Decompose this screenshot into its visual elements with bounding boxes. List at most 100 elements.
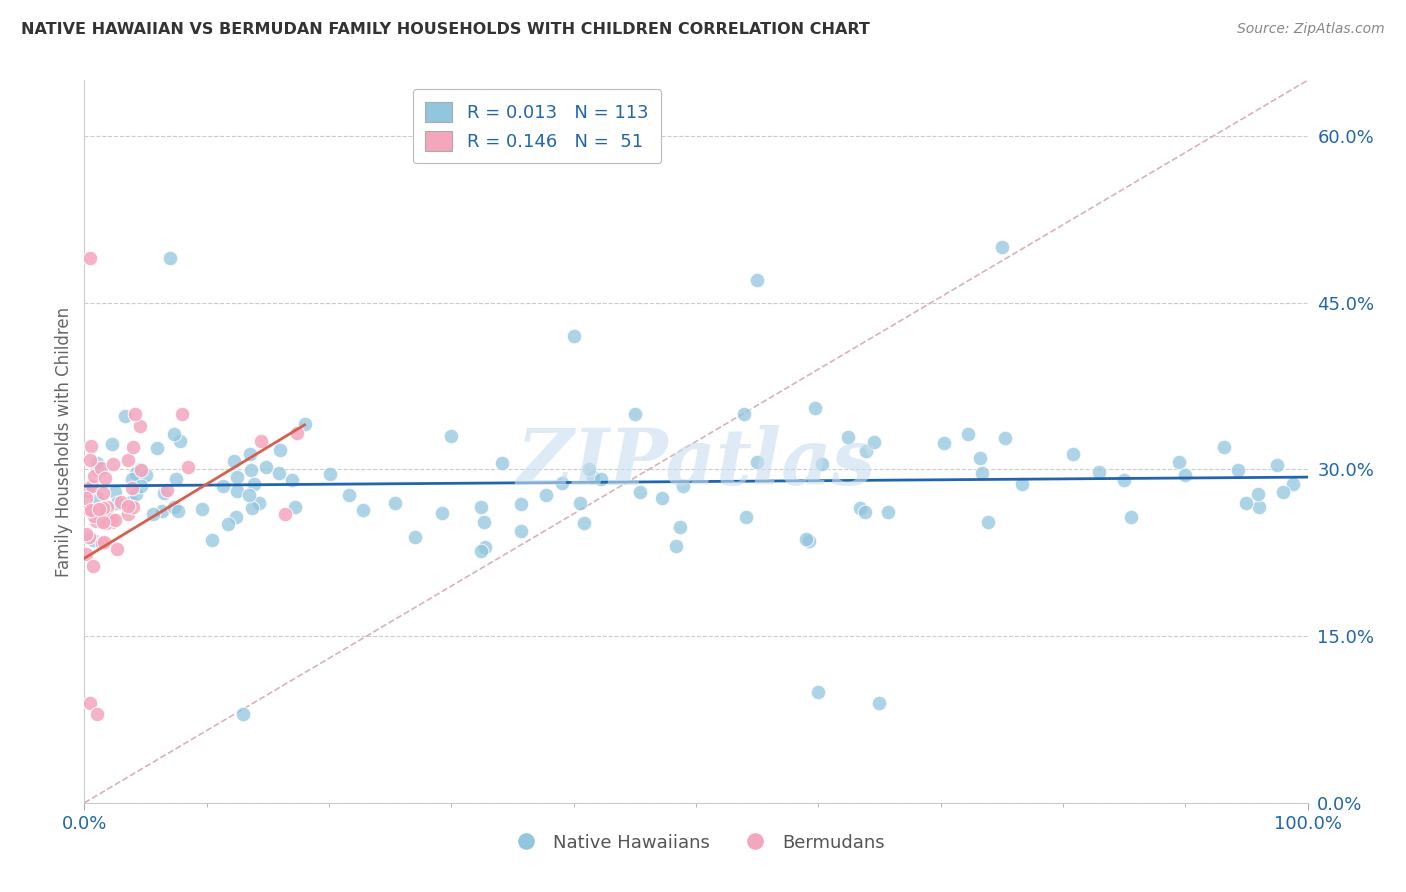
Point	[440, 429, 463, 443]
Point	[509, 524, 531, 538]
Point	[562, 329, 585, 343]
Point	[1281, 477, 1303, 491]
Point	[135, 468, 157, 483]
Point	[105, 496, 128, 510]
Point	[79, 251, 101, 265]
Point	[837, 430, 859, 444]
Point	[1011, 477, 1033, 491]
Point	[129, 479, 152, 493]
Point	[80, 503, 103, 517]
Point	[274, 507, 297, 521]
Point	[352, 502, 374, 516]
Point	[1247, 487, 1270, 501]
Point	[232, 706, 254, 721]
Point	[165, 471, 187, 485]
Point	[121, 481, 143, 495]
Point	[869, 696, 891, 710]
Point	[98, 513, 121, 527]
Point	[75, 527, 97, 541]
Point	[86, 462, 108, 476]
Point	[90, 461, 112, 475]
Point	[146, 442, 169, 456]
Point	[474, 540, 496, 554]
Point	[105, 542, 128, 557]
Point	[169, 434, 191, 448]
Text: NATIVE HAWAIIAN VS BERMUDAN FAMILY HOUSEHOLDS WITH CHILDREN CORRELATION CHART: NATIVE HAWAIIAN VS BERMUDAN FAMILY HOUSE…	[21, 22, 870, 37]
Point	[80, 439, 103, 453]
Point	[799, 533, 821, 548]
Point	[1168, 455, 1191, 469]
Point	[668, 520, 690, 534]
Point	[163, 500, 186, 515]
Point	[1062, 447, 1084, 461]
Point	[104, 513, 127, 527]
Point	[337, 488, 360, 502]
Point	[491, 456, 513, 470]
Point	[86, 706, 108, 721]
Point	[970, 466, 993, 480]
Point	[536, 488, 558, 502]
Point	[117, 508, 139, 522]
Point	[1119, 510, 1142, 524]
Point	[863, 435, 886, 450]
Point	[628, 485, 651, 500]
Point	[665, 539, 688, 553]
Point	[79, 453, 101, 467]
Point	[75, 491, 97, 506]
Point	[318, 467, 340, 481]
Point	[243, 477, 266, 491]
Point	[853, 505, 876, 519]
Point	[211, 479, 233, 493]
Point	[128, 462, 150, 476]
Point	[651, 491, 673, 505]
Point	[225, 483, 247, 498]
Point	[91, 501, 114, 516]
Point	[82, 559, 104, 574]
Point	[93, 534, 115, 549]
Point	[121, 472, 143, 486]
Point	[83, 508, 105, 523]
Point	[90, 535, 112, 549]
Point	[284, 500, 307, 514]
Point	[294, 417, 316, 431]
Point	[124, 407, 146, 421]
Point	[470, 544, 492, 558]
Point	[589, 472, 612, 486]
Point	[551, 476, 574, 491]
Point	[470, 500, 492, 514]
Point	[177, 459, 200, 474]
Point	[100, 516, 122, 530]
Point	[122, 440, 145, 454]
Point	[100, 437, 122, 451]
Point	[747, 273, 769, 287]
Point	[568, 496, 591, 510]
Point	[77, 480, 100, 494]
Point	[510, 497, 533, 511]
Point	[932, 436, 955, 450]
Point	[82, 533, 104, 547]
Point	[811, 458, 834, 472]
Point	[77, 483, 100, 498]
Point	[86, 506, 108, 520]
Point	[849, 500, 872, 515]
Legend: Native Hawaiians, Bermudans: Native Hawaiians, Bermudans	[501, 826, 891, 859]
Point	[254, 459, 277, 474]
Point	[1265, 458, 1288, 472]
Point	[624, 407, 647, 421]
Point	[75, 547, 97, 561]
Point	[733, 407, 755, 421]
Point	[991, 240, 1014, 254]
Text: ZIPatlas: ZIPatlas	[516, 425, 876, 501]
Point	[101, 512, 124, 526]
Point	[121, 500, 143, 515]
Point	[125, 467, 148, 481]
Point	[404, 530, 426, 544]
Point	[855, 444, 877, 458]
Point	[225, 470, 247, 484]
Point	[250, 434, 273, 449]
Point	[79, 696, 101, 710]
Point	[994, 431, 1017, 445]
Point	[114, 409, 136, 424]
Point	[94, 471, 117, 485]
Point	[969, 450, 991, 465]
